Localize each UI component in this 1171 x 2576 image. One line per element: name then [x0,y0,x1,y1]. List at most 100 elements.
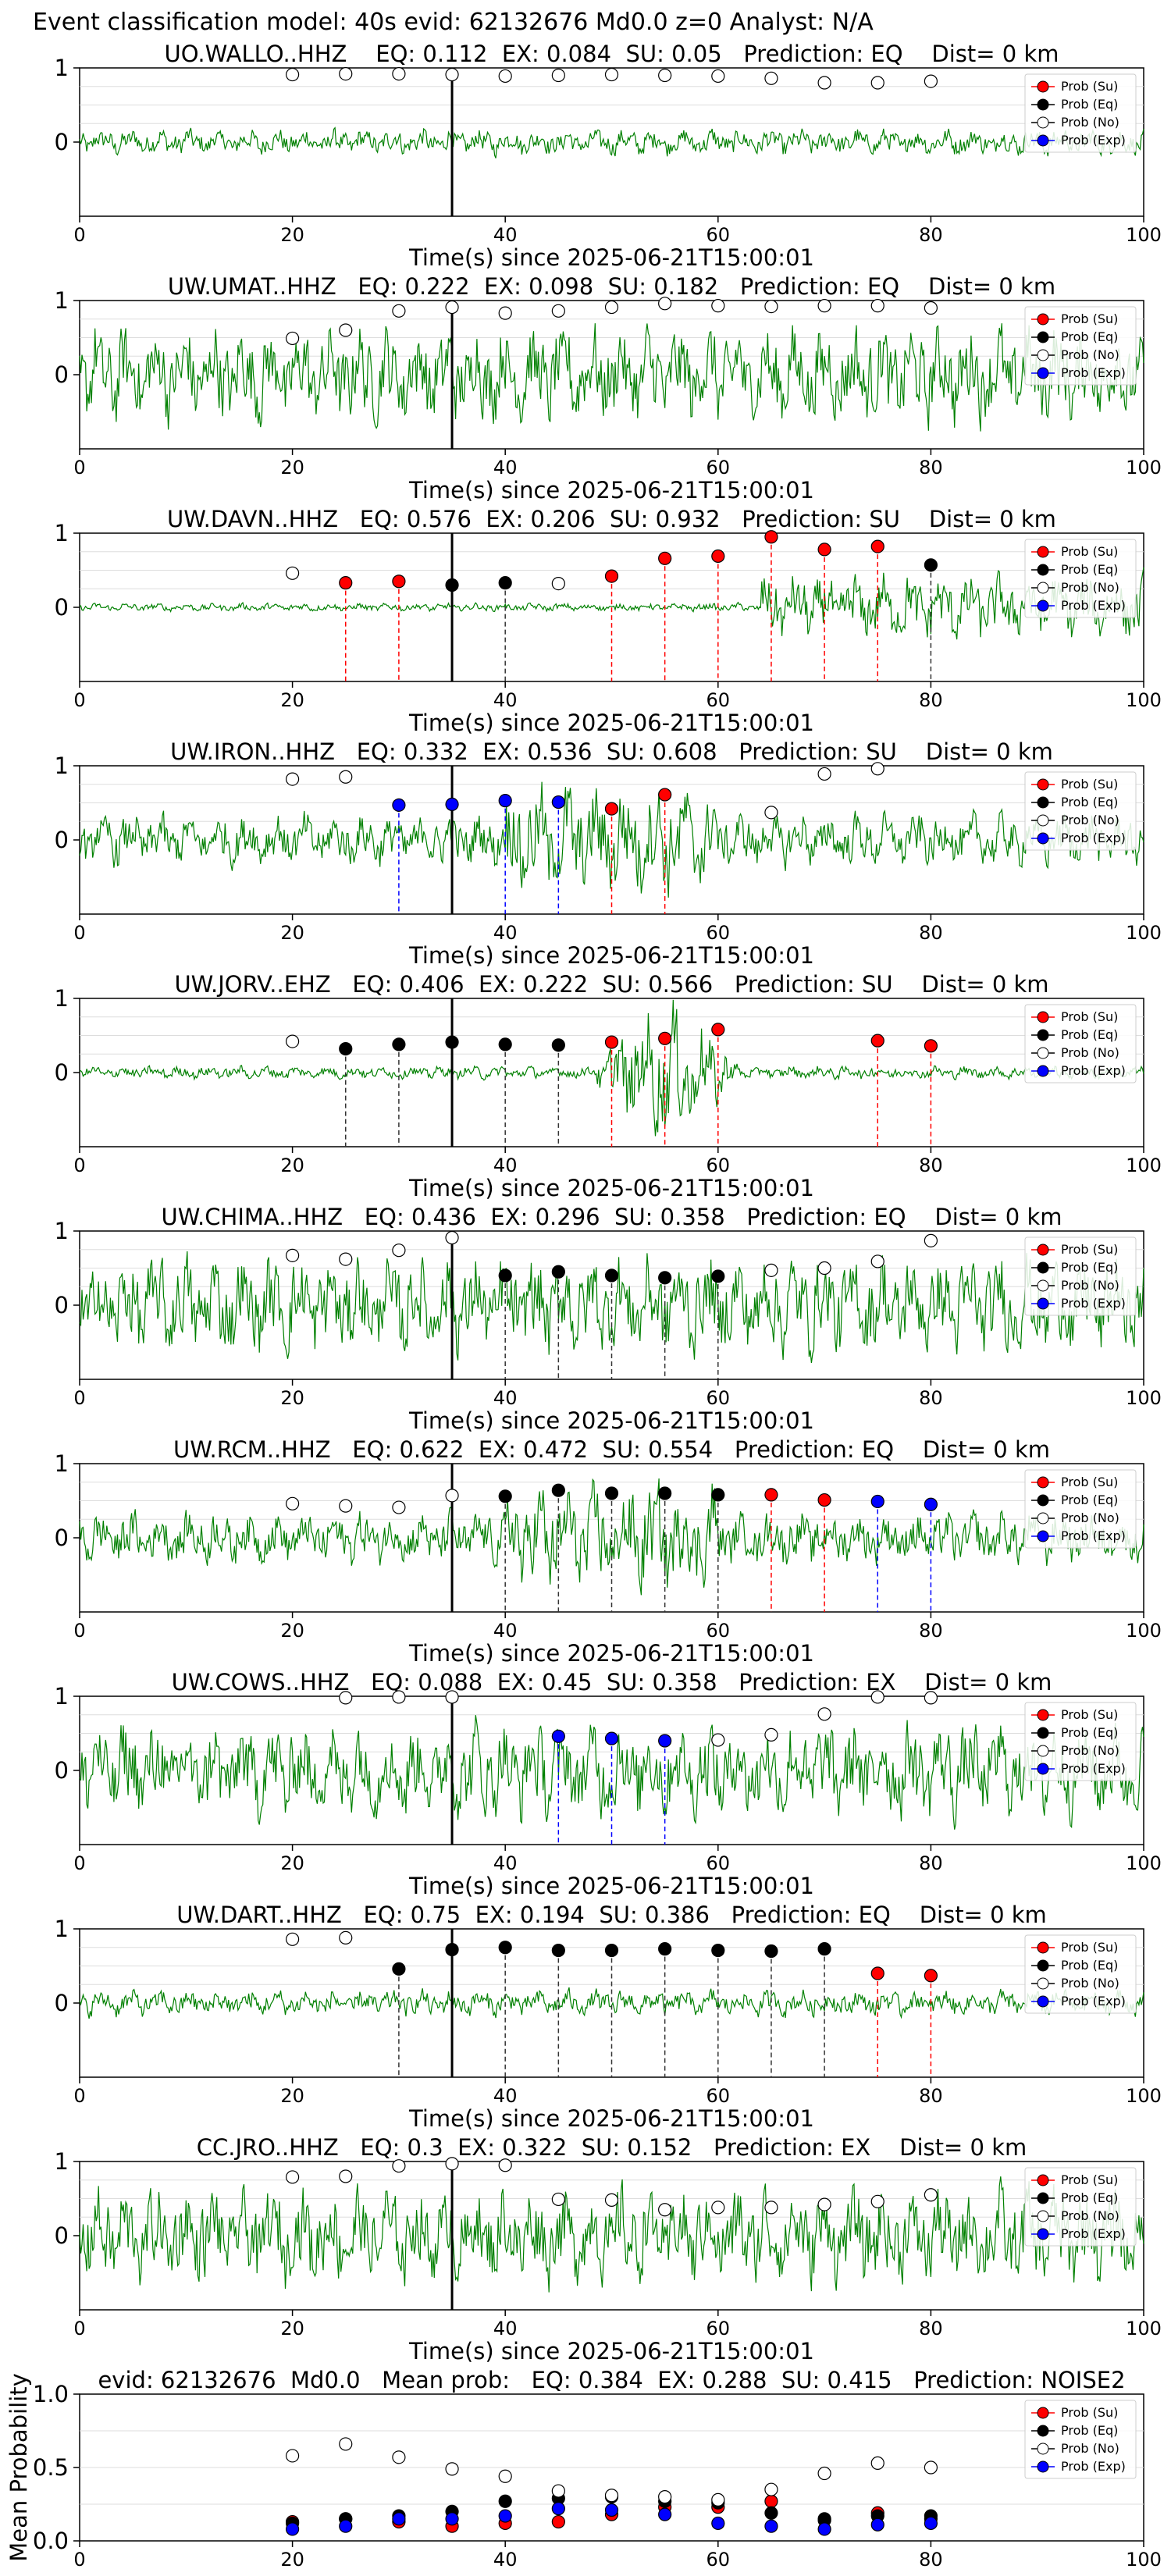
y-tick-label: 0 [55,1292,69,1318]
prob-marker-su [764,1488,778,1502]
x-tick-label: 20 [280,1620,304,1642]
y-tick-label: 0 [55,361,69,388]
panel-title: UW.DART..HHZ EQ: 0.75 EX: 0.194 SU: 0.38… [176,1902,1047,1928]
legend-label: Prob (Eq) [1061,2190,1118,2205]
prob-marker-no [392,1244,406,1258]
legend-label: Prob (Exp) [1061,1761,1126,1776]
x-tick-label: 60 [707,1387,731,1409]
prob-marker-no [764,1263,778,1277]
legend-label: Prob (Su) [1061,2172,1118,2187]
mean-marker-su [551,2514,565,2529]
prob-marker-no [870,76,884,90]
prob-marker-no [658,68,672,83]
x-tick-label: 100 [1126,457,1162,479]
prob-marker-no [764,1727,778,1742]
legend-box [1024,539,1137,618]
x-tick-label: 20 [280,2085,304,2107]
mean-marker-no [870,2456,884,2470]
legend-marker [1037,1279,1049,1292]
panel-title: UW.DAVN..HHZ EQ: 0.576 EX: 0.206 SU: 0.9… [167,506,1056,532]
station-panel: UW.UMAT..HHZ EQ: 0.222 EX: 0.098 SU: 0.1… [55,273,1162,503]
x-tick-label: 80 [919,1852,943,1874]
prob-marker-no [817,1707,831,1721]
prob-marker-eq [764,1944,778,1959]
prob-marker-no [870,1690,884,1704]
legend-marker [1037,1530,1049,1542]
legend-marker [1037,564,1049,576]
legend-marker [1037,2460,1049,2473]
prob-marker-su [339,576,353,590]
prob-marker-no [445,1690,459,1704]
prob-marker-no [551,2192,565,2207]
x-tick-label: 100 [1126,1620,1162,1642]
prob-marker-no [445,1489,459,1503]
mean-probability-panel: evid: 62132676 Md0.0 Mean prob: EQ: 0.38… [5,2367,1162,2571]
x-tick-label: 60 [707,1620,731,1642]
prob-marker-no [445,1230,459,1245]
prob-marker-su [764,530,778,544]
panel-title: UW.UMAT..HHZ EQ: 0.222 EX: 0.098 SU: 0.1… [168,273,1055,300]
x-tick-label: 60 [707,457,731,479]
prob-marker-no [445,67,459,82]
prob-marker-exp [604,1731,619,1745]
prob-marker-su [392,575,406,589]
x-tick-label: 40 [493,1155,518,1176]
x-tick-label: 100 [1126,2549,1162,2571]
x-axis-label: Time(s) since 2025-06-21T15:00:01 [408,1640,814,1667]
legend-marker [1037,1745,1049,1757]
legend-label: Prob (Exp) [1061,831,1126,845]
prob-marker-no [339,1499,353,1513]
prob-marker-no [711,2201,725,2215]
prob-marker-no [870,299,884,313]
station-panel: UW.DAVN..HHZ EQ: 0.576 EX: 0.206 SU: 0.9… [55,506,1162,736]
y-tick-label: 0.0 [33,2528,69,2554]
legend: Prob (Su) Prob (Eq) Prob (No) Prob (Exp) [1024,1702,1137,1781]
x-tick-label: 60 [707,922,731,944]
legend: Prob (Su) Prob (Eq) Prob (No) Prob (Exp) [1024,1236,1137,1316]
x-tick-label: 0 [73,1155,85,1176]
prob-marker-su [711,1023,725,1037]
plot-area [79,300,1144,450]
waveform-trace [79,781,1144,898]
x-tick-label: 80 [919,2549,943,2571]
legend-box [1024,1934,1137,2014]
mean-marker-no [498,2469,512,2483]
prob-marker-su [711,549,725,564]
x-tick-label: 40 [493,1620,518,1642]
prob-marker-no [870,2194,884,2208]
legend-label: Prob (No) [1061,2441,1119,2456]
legend-label: Prob (Exp) [1061,365,1126,380]
station-panel: UW.COWS..HHZ EQ: 0.088 EX: 0.45 SU: 0.35… [55,1669,1162,1899]
legend-marker [1037,1727,1049,1739]
prob-marker-no [286,1496,300,1510]
prob-marker-no [286,566,300,580]
prob-marker-su [817,1493,831,1507]
legend-marker [1037,2210,1049,2222]
x-axis-label: Time(s) since 2025-06-21T15:00:01 [408,244,814,271]
y-tick-label: 0 [55,594,69,621]
prob-marker-no [445,300,459,315]
legend-label: Prob (Su) [1061,1242,1118,1257]
prob-marker-no [498,306,512,320]
x-tick-label: 20 [280,922,304,944]
prob-marker-eq [392,1037,406,1051]
legend-label: Prob (No) [1061,1976,1119,1991]
y-tick-label: 0 [55,129,69,155]
mean-marker-no [339,2437,353,2451]
legend: Prob (Su) Prob (Eq) Prob (No) Prob (Exp) [1024,771,1137,851]
legend-marker [1037,1709,1049,1721]
prob-marker-no [817,299,831,313]
station-panel: UW.IRON..HHZ EQ: 0.332 EX: 0.536 SU: 0.6… [55,738,1162,969]
prob-marker-eq [658,1271,672,1285]
legend-marker [1037,367,1049,379]
legend-box [1024,2400,1137,2479]
legend-marker [1037,2192,1049,2204]
waveform-trace [79,567,1144,640]
x-tick-label: 0 [73,224,85,246]
prob-marker-eq [604,1943,619,1958]
legend-label: Prob (No) [1061,1510,1119,1525]
legend: Prob (Su) Prob (Eq) Prob (No) Prob (Exp) [1024,1004,1137,1083]
legend-box [1024,1236,1137,1316]
panel-title: UW.IRON..HHZ EQ: 0.332 EX: 0.536 SU: 0.6… [170,738,1053,765]
legend-label: Prob (Eq) [1061,562,1118,577]
